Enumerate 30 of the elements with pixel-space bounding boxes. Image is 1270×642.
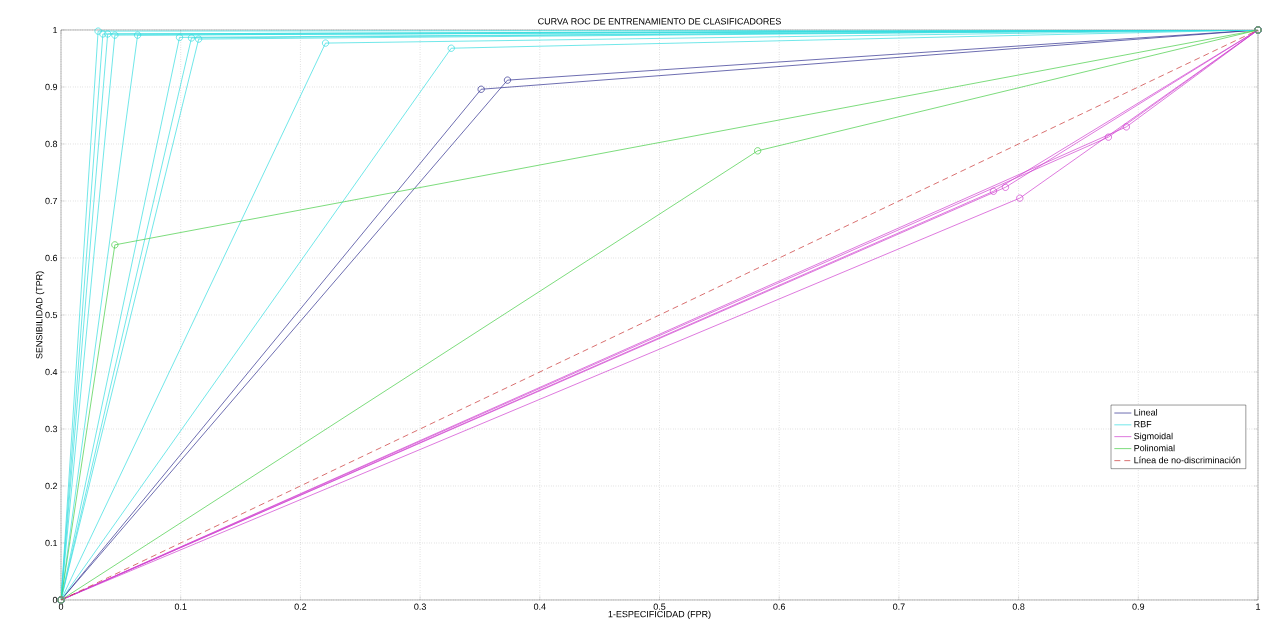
x-tick-label: 0.8 [1012,603,1025,610]
legend-label: Línea de no-discriminación [1134,456,1241,464]
x-tick-label: 0.4 [533,603,546,610]
chart-title: CURVA ROC DE ENTRENAMIENTO DE CLASIFICADORES [538,18,781,25]
y-tick-label: 0.9 [45,83,58,91]
x-tick-label: 0.7 [893,603,905,610]
y-tick-label: 0.3 [45,425,58,433]
x-tick-label: 0.9 [1132,603,1145,610]
y-tick-label: 0.5 [45,311,58,319]
x-tick-label: 1 [1256,603,1261,610]
x-tick-label: 0.6 [773,603,786,610]
x-tick-label: 0.2 [294,603,307,610]
x-axis-title: 1-ESPECIFICIDAD (FPR) [608,610,711,620]
legend-label: RBF [1134,421,1152,428]
y-tick-label: 0.1 [45,539,58,547]
x-tick-label: 0.1 [174,603,187,610]
y-tick-label: 0.4 [45,368,58,376]
y-tick-label: 0.8 [45,140,58,148]
y-tick-label: 0 [52,596,58,604]
y-tick-label: 0.6 [45,254,58,262]
y-tick-label: 0.2 [45,482,58,490]
y-axis-title: SENSIBILIDAD (TPR) [35,271,45,359]
y-tick-label: 1 [53,26,58,34]
legend-label: Lineal [1134,409,1158,416]
x-tick-label: 0.5 [653,603,666,610]
legend-label: Polinomial [1134,444,1175,452]
legend-label: Sigmoidal [1134,432,1173,442]
y-tick-label: 0.7 [45,197,58,205]
x-tick-label: 0 [58,603,64,610]
x-tick-label: 0.3 [414,603,426,610]
